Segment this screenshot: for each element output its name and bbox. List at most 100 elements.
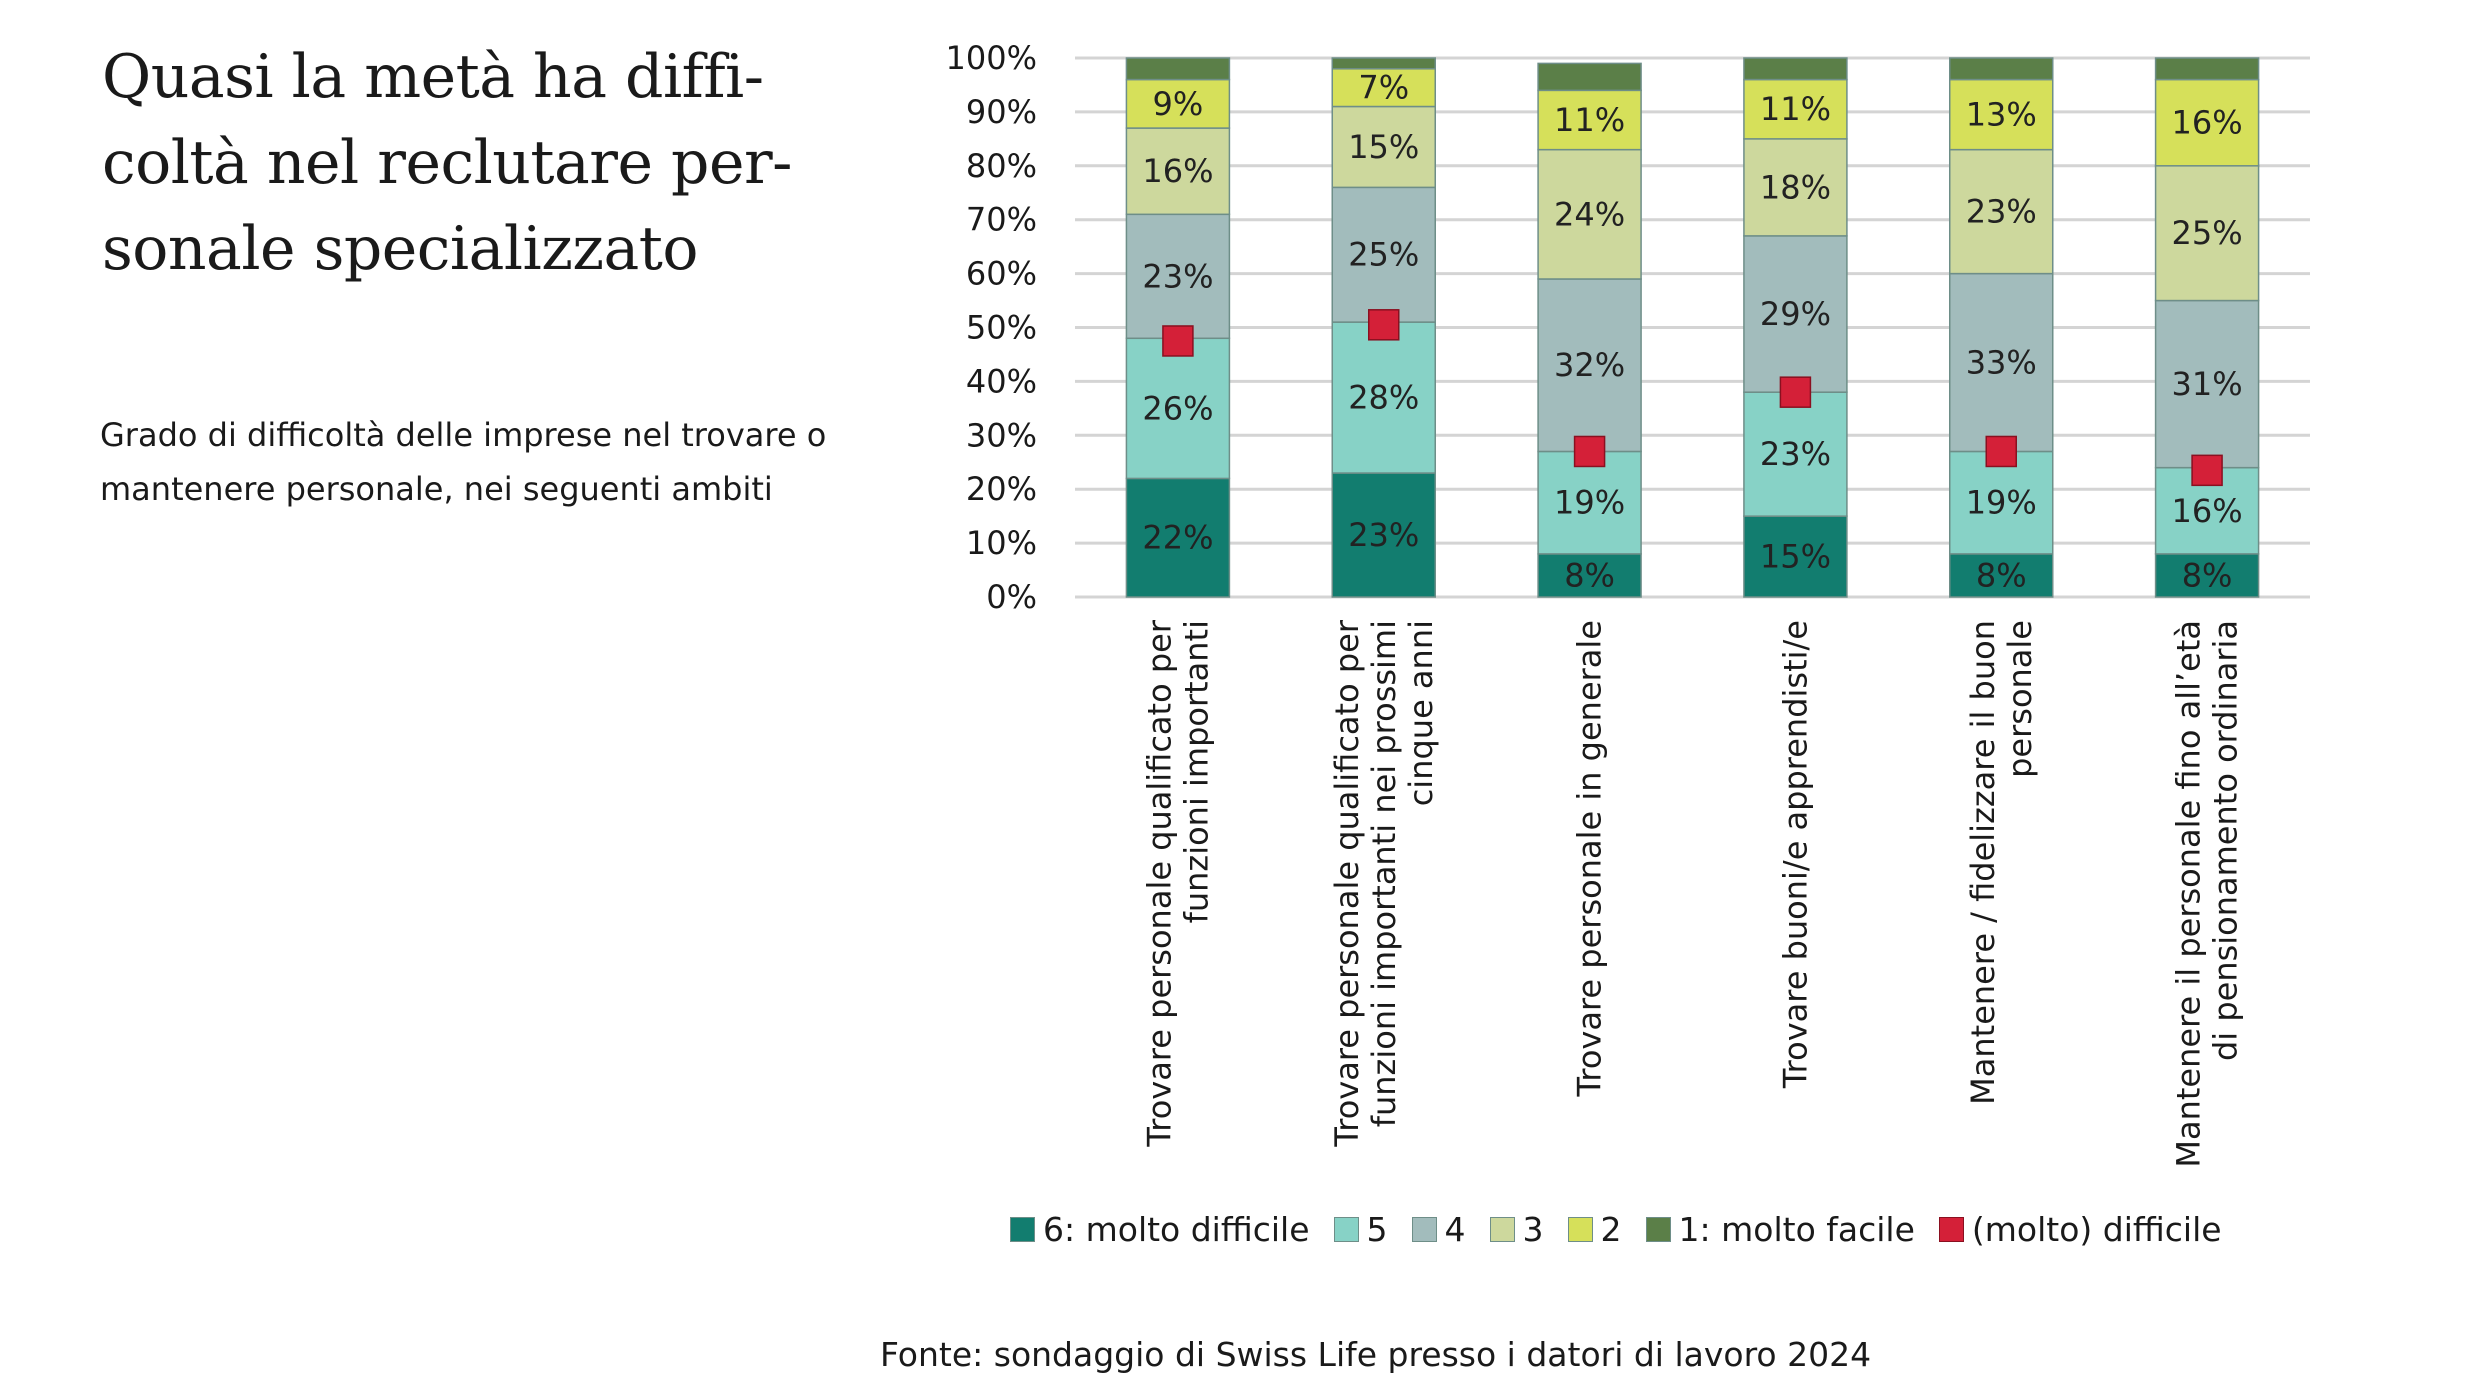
y-tick-label: 60% <box>966 255 1037 293</box>
x-axis-labels: Trovare personale qualificato per funzion… <box>1140 619 2244 1167</box>
x-category-label: Trovare buoni/e apprendisti/e <box>1776 620 1814 1089</box>
x-category-label: Mantenere / fidelizzare il buon personale <box>1964 620 2039 1105</box>
marker-point <box>1985 435 2017 468</box>
legend-label: 6: molto difficile <box>1043 1210 1310 1249</box>
legend-item: 1: molto facile <box>1645 1210 1915 1249</box>
bar-segment <box>1331 472 1436 598</box>
data-label: 25% <box>1348 236 1419 274</box>
legend-swatch <box>1333 1217 1359 1242</box>
y-tick-label: 70% <box>966 201 1037 239</box>
bar-segment <box>1743 138 1848 237</box>
bar-segment <box>1537 89 1642 151</box>
data-label: 22% <box>1142 519 1213 557</box>
y-tick-label: 100% <box>946 39 1037 77</box>
data-label: 8% <box>1976 556 2027 594</box>
bar-segment <box>1125 127 1231 216</box>
data-label: 29% <box>1760 295 1831 333</box>
data-label: 8% <box>2182 556 2233 594</box>
legend-swatch <box>1938 1217 1964 1242</box>
chart-subtitle: Grado di difficoltà delle imprese nel tr… <box>100 408 930 516</box>
legend-item: 3 <box>1489 1210 1544 1249</box>
data-label: 9% <box>1153 85 1204 123</box>
bar-segment <box>1125 477 1231 598</box>
bar-segment <box>1331 57 1436 70</box>
marker-point <box>1162 325 1194 357</box>
bar-segment <box>2154 299 2260 469</box>
legend-swatch <box>1645 1217 1671 1242</box>
bar-segment <box>1331 186 1436 323</box>
legend-swatch <box>1411 1217 1437 1242</box>
bar-segment <box>1949 450 2054 555</box>
title-line: Quasi la metà ha diffi- <box>102 42 764 112</box>
title-line: coltà nel reclutare per- <box>102 128 792 198</box>
data-label: 15% <box>1348 128 1419 166</box>
bar-segment <box>1125 57 1231 81</box>
grid-layer: 0% 10% 20% 30% 40% 50% 60% 70% 80% 90% 100% <box>946 39 2310 616</box>
x-category-label: Mantenere il personale fino all’età di pe… <box>2170 620 2245 1168</box>
data-label: 23% <box>1760 435 1831 473</box>
data-label: 19% <box>1554 484 1625 522</box>
bar-segment <box>2154 78 2260 167</box>
y-tick-label: 30% <box>966 416 1037 454</box>
chart-title: Quasi la metà ha diffi-coltà nel recluta… <box>102 34 922 292</box>
data-label: 8% <box>1564 556 1615 594</box>
bar-segment <box>1125 213 1231 340</box>
marker-point <box>1368 309 1400 341</box>
bar-segment <box>1949 272 2054 453</box>
x-category-label-line: funzioni importanti <box>1177 620 1215 923</box>
legend-swatch <box>1010 1217 1035 1242</box>
y-tick-label: 20% <box>966 470 1037 508</box>
legend-label: (molto) difficile <box>1971 1210 2222 1249</box>
data-label: 31% <box>2172 365 2243 403</box>
x-category-label-line: di pensionamento ordinaria <box>2207 620 2245 1061</box>
x-category-label-line: personale <box>2001 620 2039 778</box>
y-tick-label: 90% <box>966 93 1037 131</box>
data-label: 11% <box>1760 90 1831 128</box>
data-label: 13% <box>1966 96 2037 134</box>
x-category-label: Trovare personale in generale <box>1571 620 1609 1097</box>
data-label: 11% <box>1554 101 1625 139</box>
data-label: 23% <box>1966 193 2037 231</box>
data-label: 25% <box>2172 214 2243 252</box>
legend-item: 5 <box>1333 1210 1388 1249</box>
x-category-label: Trovare personale qualificato per funzion… <box>1140 619 1215 1147</box>
source-note: Fonte: sondaggio di Swiss Life presso i … <box>880 1335 1872 1374</box>
legend-item: (molto) difficile <box>1938 1210 2222 1249</box>
x-category-label-line: Trovare personale qualificato per <box>1140 619 1178 1147</box>
y-tick-label: 10% <box>966 524 1037 562</box>
bar-segment <box>1949 57 2054 81</box>
legend-label: 1: molto facile <box>1678 1210 1915 1249</box>
x-category-label-line: Trovare personale qualificato per <box>1328 619 1366 1147</box>
x-category-label-line: Trovare personale in generale <box>1571 620 1609 1097</box>
legend-swatch <box>1489 1217 1515 1242</box>
y-tick-label: 80% <box>966 147 1037 185</box>
bar-segment <box>1949 78 2054 151</box>
subtitle-line: Grado di difficoltà delle imprese nel tr… <box>100 416 827 454</box>
legend-label: 3 <box>1522 1210 1544 1249</box>
data-label: 18% <box>1760 168 1831 206</box>
bar-segment <box>1743 515 1848 598</box>
x-category-label: Trovare personale qualificato per funzion… <box>1328 619 1440 1147</box>
marker-point <box>2191 454 2223 487</box>
data-label: 33% <box>1966 344 2037 382</box>
y-tick-label: 40% <box>966 362 1037 400</box>
bar-segment <box>2154 165 2260 302</box>
data-label: 16% <box>1142 152 1213 190</box>
bar-segment <box>1125 78 1231 129</box>
legend-item: 2 <box>1567 1210 1622 1249</box>
bar-layer: 22% 26% 23% 16% 9% 23% 28% 25% 15% 7% 8% 19% 32% 24% 1… <box>1125 57 2260 598</box>
y-tick-label: 50% <box>966 309 1037 347</box>
bar-segment <box>2154 553 2260 598</box>
data-label: 16% <box>2172 104 2243 142</box>
bar-segment <box>1331 68 1436 108</box>
bar-segment <box>1331 105 1436 189</box>
data-label: 7% <box>1358 69 1409 107</box>
data-label: 16% <box>2172 492 2243 530</box>
data-label: 24% <box>1554 195 1625 233</box>
bar-segment <box>1949 148 2054 275</box>
bar-segment <box>1537 148 1642 280</box>
bar-segment <box>1743 78 1848 140</box>
marker-point <box>1573 435 1606 468</box>
data-label: 23% <box>1142 257 1213 295</box>
